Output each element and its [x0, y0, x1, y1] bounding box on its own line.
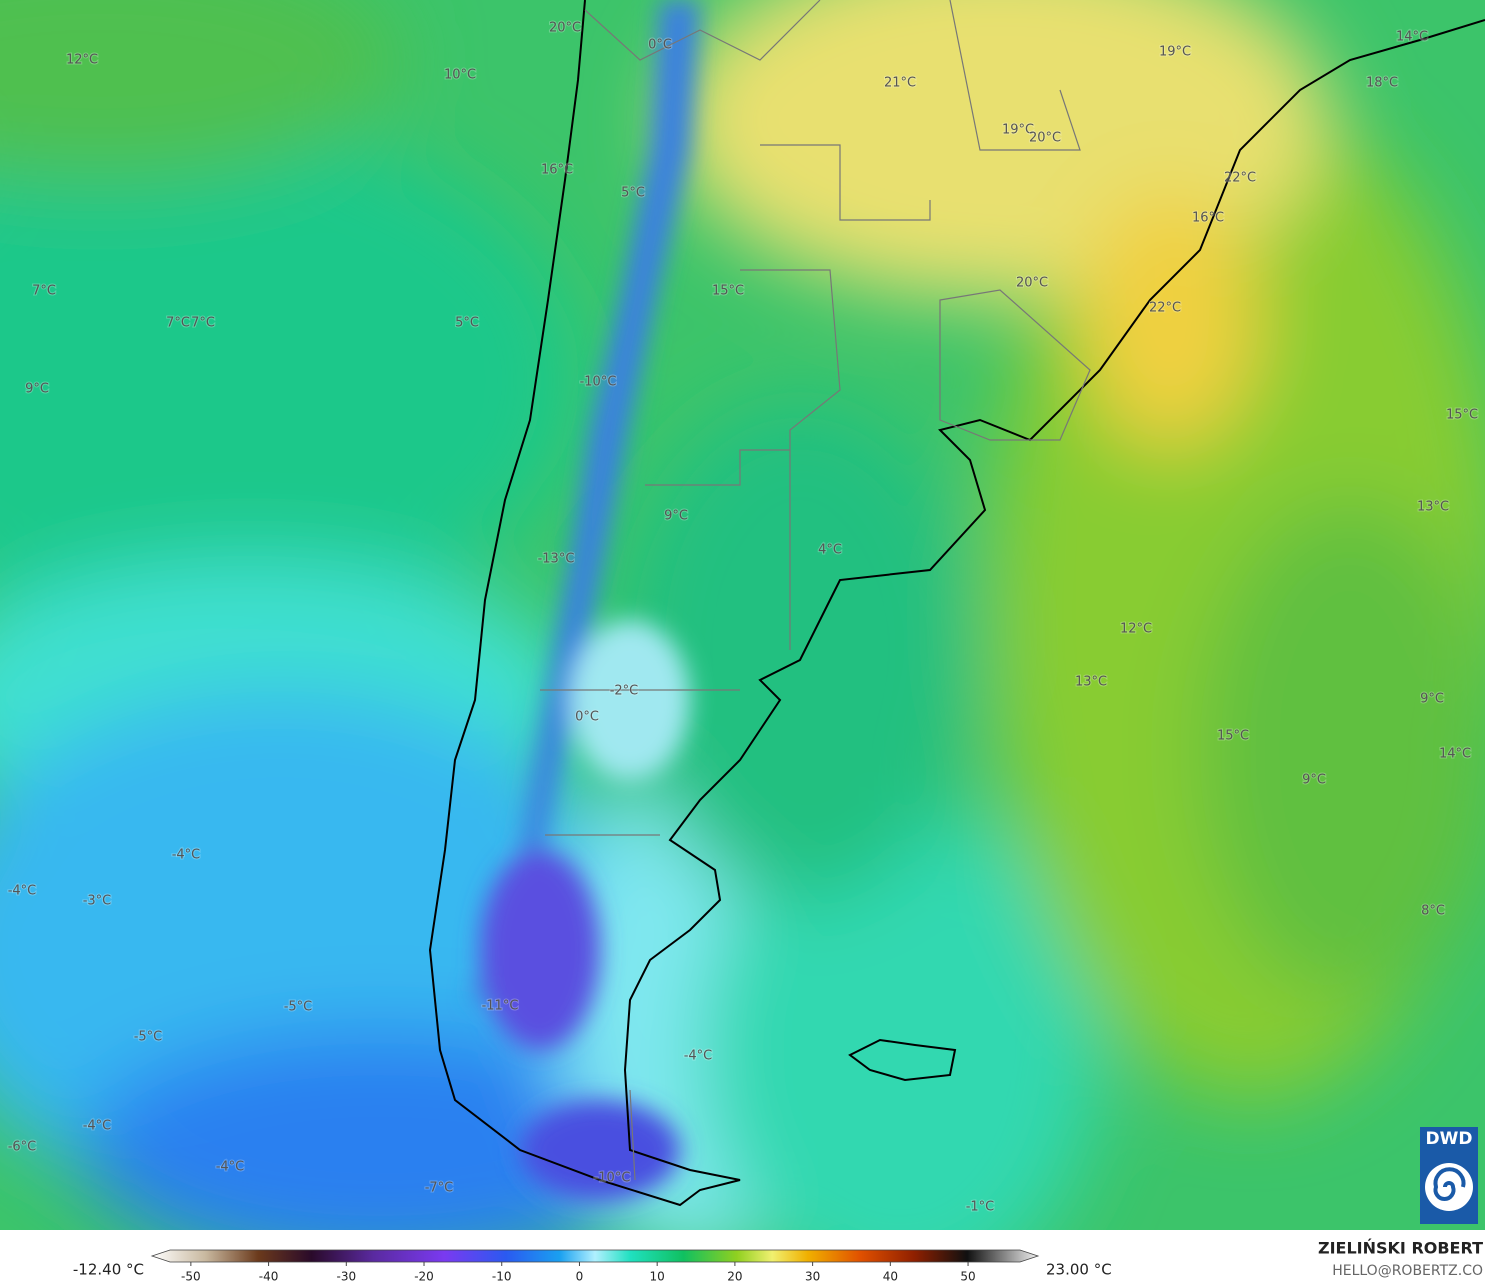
colorbar-tick-label: -50: [181, 1270, 201, 1284]
colorbar-tick-label: 20: [727, 1270, 742, 1284]
temp-label: 20°C: [549, 21, 581, 36]
temp-label: 10°C: [444, 68, 476, 83]
temp-label: -11°C: [482, 999, 519, 1014]
colorbar-tick-label: 30: [805, 1270, 820, 1284]
temp-label: 13°C: [1417, 500, 1449, 515]
colorbar-tick-label: -20: [414, 1270, 434, 1284]
temp-label: 16°C: [1192, 211, 1224, 226]
temp-label: 4°C: [818, 543, 842, 558]
logo-swirl: [1433, 1167, 1466, 1201]
temp-label: 15°C: [1446, 408, 1478, 423]
temp-label: 9°C: [25, 382, 49, 397]
temp-label: 12°C: [1120, 622, 1152, 637]
logo-text: DWD: [1426, 1129, 1473, 1149]
temp-label: 13°C: [1075, 675, 1107, 690]
temp-label: -3°C: [83, 894, 112, 909]
email: HELLO@ROBERTZ.CO: [1332, 1263, 1483, 1279]
temp-label: -10°C: [594, 1171, 631, 1186]
temp-label: -4°C: [684, 1049, 713, 1064]
temp-label: -2°C: [610, 684, 639, 699]
temp-label: 9°C: [664, 509, 688, 524]
temperature-labels: 20°C0°C12°C10°C21°C19°C14°C18°C19°C20°C1…: [7, 20, 1479, 1216]
temp-label: -5°C: [284, 1000, 313, 1015]
temp-label: 0°C: [648, 38, 672, 53]
temp-label: 12°C: [66, 53, 98, 68]
dwd-logo: DWD: [1420, 1127, 1478, 1224]
min-label: -12.40 °C: [73, 1261, 144, 1279]
colorbar-tick-label: -30: [336, 1270, 356, 1284]
temp-label: 20°C: [1016, 276, 1048, 291]
temp-label: -10°C: [580, 375, 617, 390]
temp-label: -1°C: [966, 1200, 995, 1215]
temp-label: 5°C: [455, 316, 479, 331]
temp-label: 7°C: [166, 316, 190, 331]
temp-label: 16°C: [541, 163, 573, 178]
temp-label: -7°C: [425, 1181, 454, 1196]
temp-label: -4°C: [172, 848, 201, 863]
temp-label: 7°C: [32, 284, 56, 299]
colorbar: -50 -40 -30 -20 -10 0 10 20 30 40 50: [150, 1249, 1040, 1284]
temp-label: 0°C: [575, 710, 599, 725]
temp-label: 14°C: [1396, 30, 1428, 45]
temp-label: -5°C: [134, 1030, 163, 1045]
temp-label: 22°C: [1149, 301, 1181, 316]
colorbar-tick-label: -10: [492, 1270, 512, 1284]
temp-label: -6°C: [8, 1140, 37, 1155]
temp-label: 8°C: [1421, 904, 1445, 919]
temp-label: 22°C: [1224, 171, 1256, 186]
temp-label: -4°C: [8, 884, 37, 899]
temp-label: 15°C: [1217, 729, 1249, 744]
colorbar-tick-label: -40: [259, 1270, 279, 1284]
temp-label: -4°C: [83, 1119, 112, 1134]
author: ZIELIŃSKI ROBERT: [1318, 1239, 1483, 1258]
temp-label: 7°C: [191, 316, 215, 331]
temp-label: 18°C: [1366, 76, 1398, 91]
colorbar-body: [150, 1249, 1040, 1263]
max-label: 23.00 °C: [1046, 1261, 1112, 1279]
temp-label: -13°C: [538, 552, 575, 567]
temp-label: 19°C: [1002, 123, 1034, 138]
temp-label: 9°C: [1302, 773, 1326, 788]
temp-label: 20°C: [1029, 131, 1061, 146]
colorbar-tick-label: 10: [650, 1270, 665, 1284]
temp-label: 9°C: [1420, 692, 1444, 707]
colorbar-tick-label: 0: [576, 1270, 584, 1284]
temp-label: 21°C: [884, 76, 916, 91]
temp-label: 15°C: [712, 284, 744, 299]
temp-label: 19°C: [1159, 45, 1191, 60]
temp-label: -4°C: [216, 1160, 245, 1175]
colorbar-tick-label: 40: [883, 1270, 898, 1284]
temp-label: 14°C: [1439, 747, 1471, 762]
temp-label: 5°C: [621, 186, 645, 201]
colorbar-tick-label: 50: [960, 1270, 975, 1284]
